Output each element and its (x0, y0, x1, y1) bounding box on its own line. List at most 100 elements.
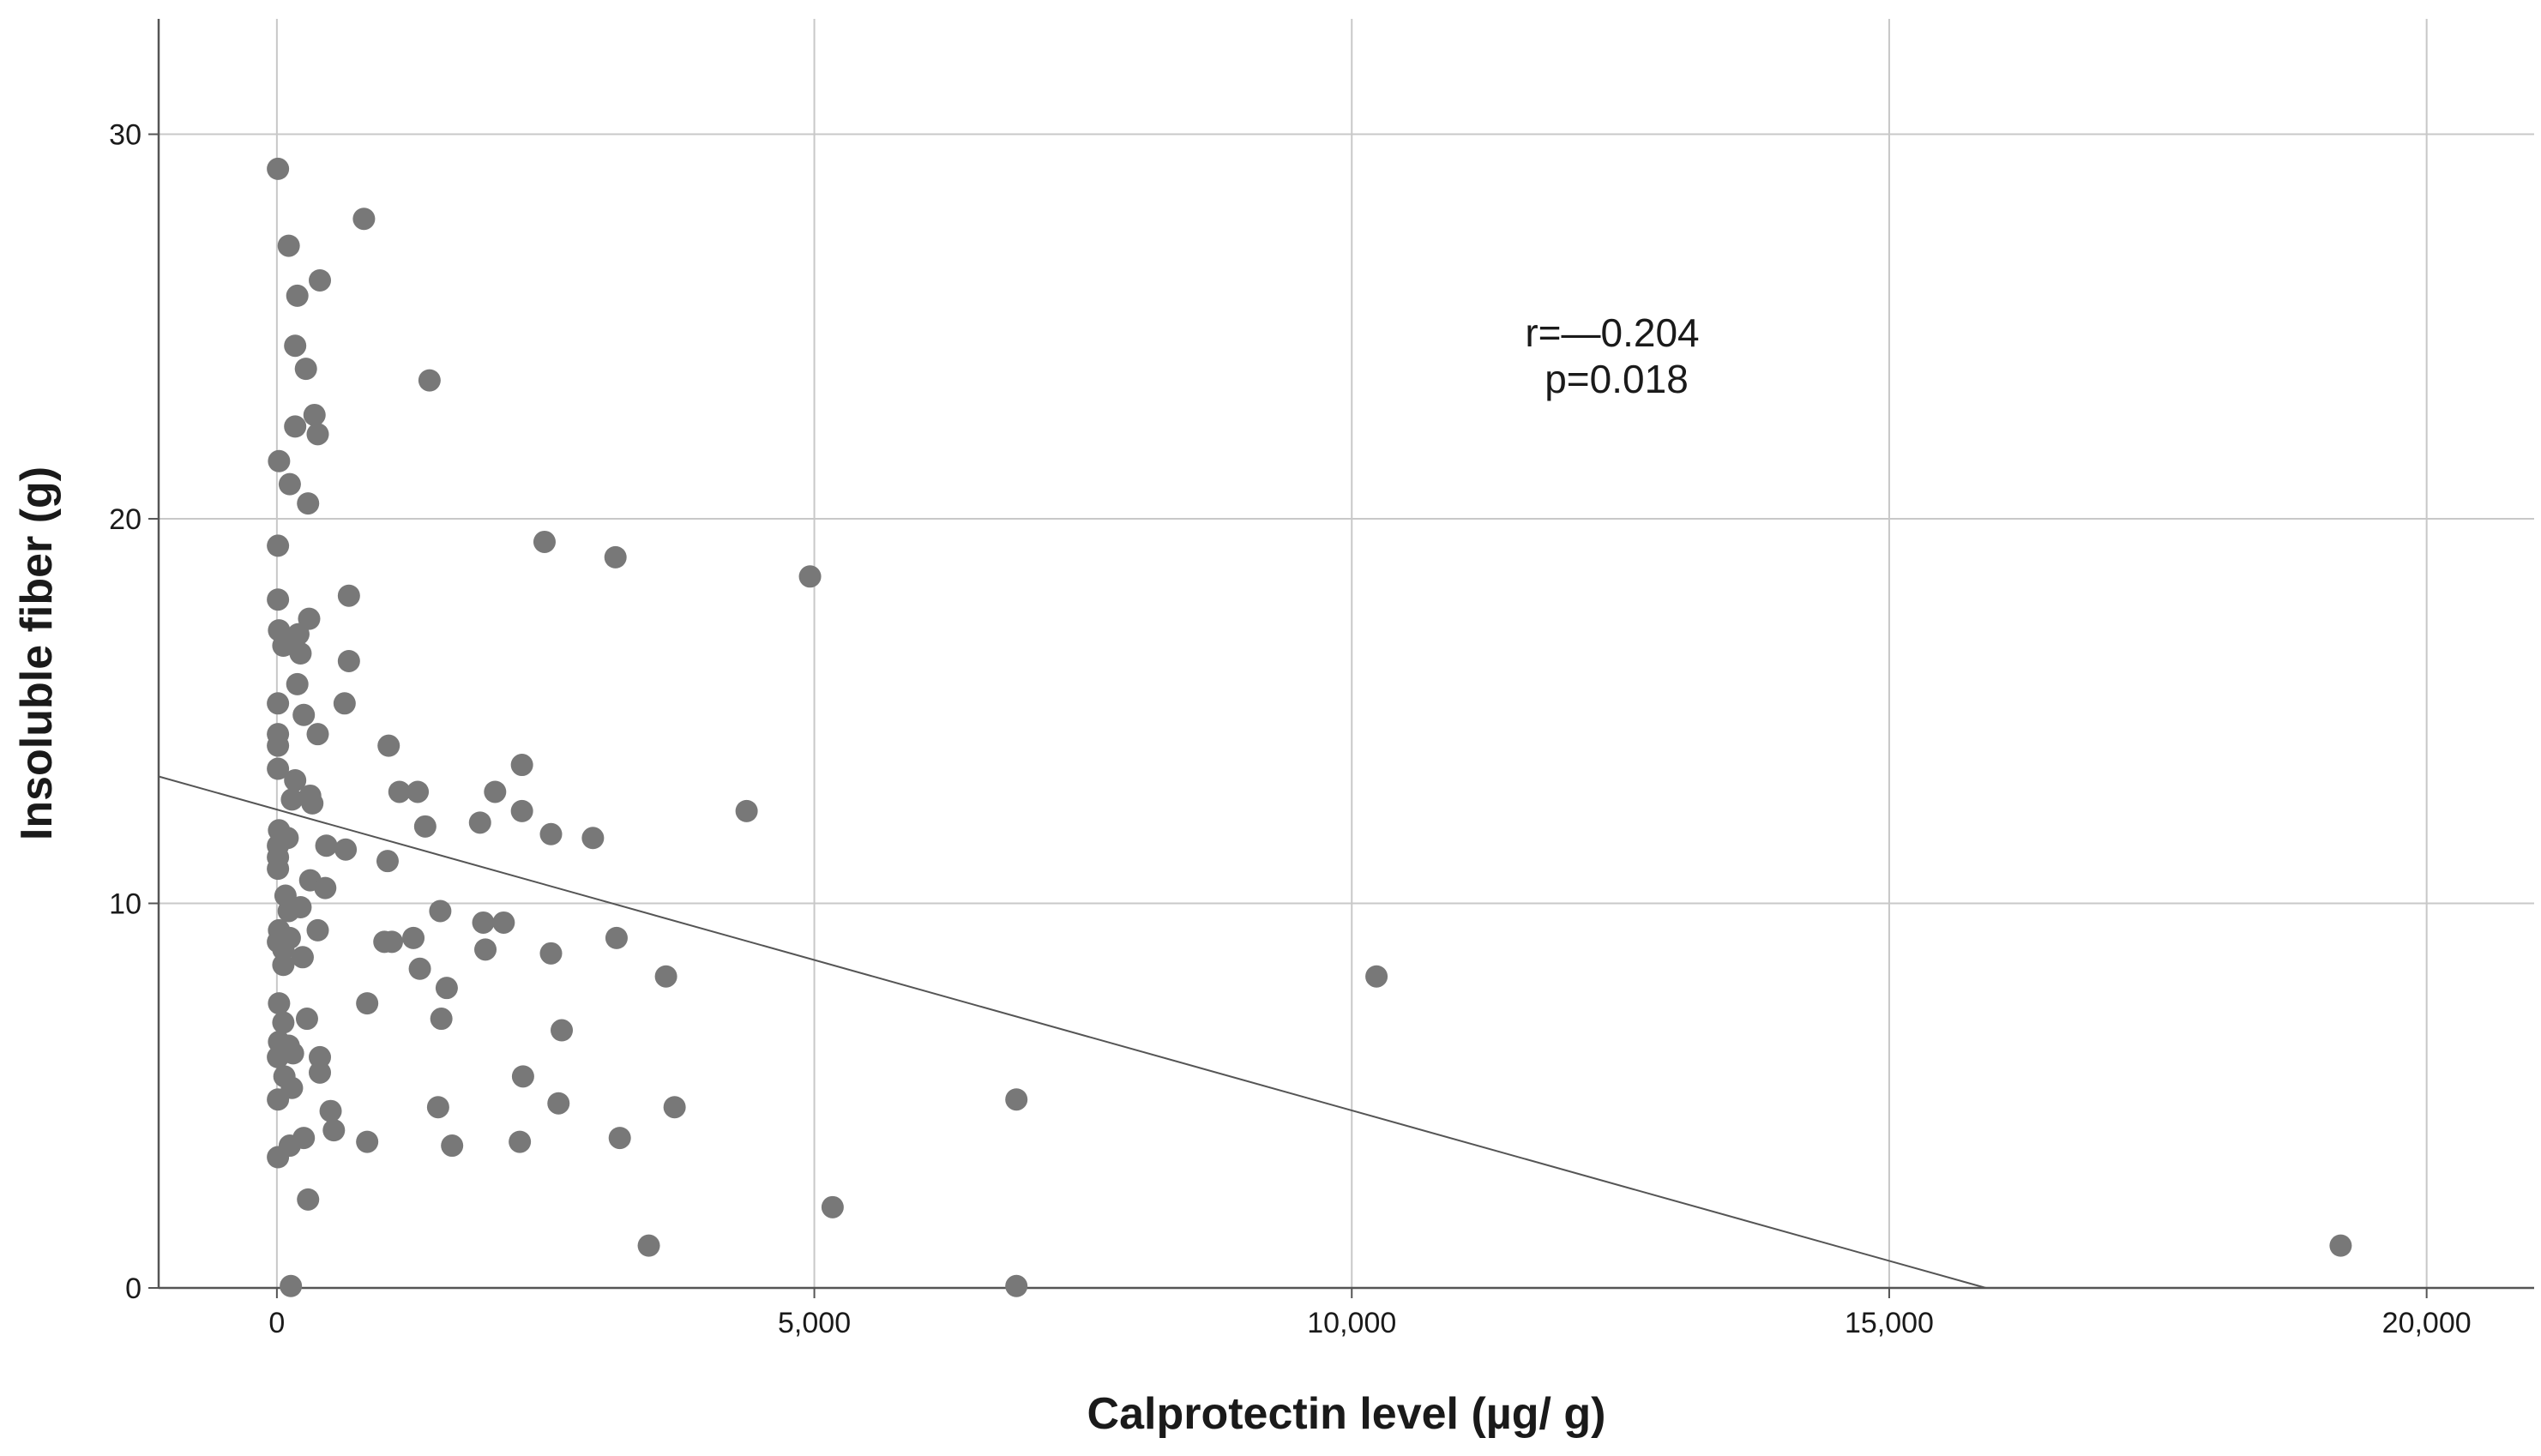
data-point (510, 799, 533, 822)
data-point (284, 415, 307, 438)
data-point (356, 992, 379, 1015)
data-point (277, 899, 300, 923)
axis-frame (148, 19, 2534, 1298)
data-point (418, 369, 441, 392)
data-point (267, 1088, 290, 1111)
data-point (319, 1099, 342, 1122)
data-point (278, 472, 301, 496)
data-point (376, 850, 399, 873)
data-point (267, 157, 290, 180)
data-point (406, 780, 430, 803)
data-point (510, 754, 533, 777)
data-point (267, 588, 290, 611)
data-point (309, 1061, 332, 1084)
data-point (356, 1130, 379, 1153)
regression-line (158, 775, 1987, 1289)
data-point (435, 977, 458, 1000)
data-point (280, 788, 304, 811)
data-point (267, 1146, 290, 1169)
y-tick-label: 0 (125, 1272, 142, 1305)
data-point (272, 1011, 295, 1034)
data-point (663, 1096, 686, 1119)
data-point (267, 734, 290, 757)
data-point (291, 946, 314, 969)
data-point (267, 757, 290, 780)
data-point (388, 780, 411, 803)
data-point (334, 838, 358, 861)
data-point (551, 1019, 574, 1042)
data-point (539, 942, 563, 965)
data-point (294, 358, 317, 381)
data-point (272, 938, 295, 961)
data-point (297, 1188, 320, 1211)
data-point (509, 1130, 532, 1153)
data-point (352, 208, 376, 231)
data-point (735, 799, 758, 822)
data-point (301, 791, 324, 815)
data-point (337, 649, 360, 672)
data-point (441, 1134, 464, 1158)
data-point (2329, 1234, 2352, 1257)
data-point (608, 1127, 631, 1150)
data-point (306, 723, 329, 746)
y-axis-title: Insoluble fiber (g) (12, 466, 62, 840)
data-point (268, 449, 291, 472)
data-point (267, 857, 290, 881)
data-point (821, 1195, 844, 1218)
data-point (413, 815, 437, 838)
data-point (547, 1092, 570, 1115)
data-point (333, 692, 356, 715)
data-point (314, 876, 337, 899)
correlation-r-annotation: r=—0.204 (1525, 310, 1699, 355)
data-point (637, 1234, 660, 1257)
data-point (280, 1274, 303, 1297)
data-point (306, 423, 329, 446)
x-axis-title: Calprotectin level (µg/ g) (1087, 1389, 1606, 1439)
data-point (337, 584, 360, 607)
data-point (654, 965, 677, 988)
x-tick-label: 5,000 (778, 1307, 851, 1339)
data-point (286, 623, 310, 646)
data-point (492, 911, 515, 934)
data-point (377, 734, 400, 757)
data-point (533, 530, 556, 553)
data-point (277, 234, 300, 257)
data-point (292, 1127, 316, 1150)
data-point (284, 769, 307, 791)
data-point (286, 284, 309, 307)
data-point (315, 834, 338, 857)
y-tick-label: 10 (109, 888, 142, 921)
x-tick-label: 20,000 (2382, 1307, 2472, 1339)
data-points (267, 157, 2352, 1297)
x-tick-label: 10,000 (1307, 1307, 1396, 1339)
data-point (604, 545, 627, 569)
grid-lines (159, 19, 2534, 1288)
x-tick-labels: 0 5,000 10,000 15,000 20,000 (268, 1307, 2471, 1339)
data-point (295, 1008, 318, 1031)
x-tick-label: 0 (268, 1307, 285, 1339)
data-point (402, 926, 425, 949)
data-point (289, 642, 312, 665)
data-point (380, 930, 403, 954)
data-point (309, 268, 332, 292)
data-point (268, 992, 291, 1015)
data-point (474, 938, 497, 961)
data-point (468, 811, 491, 834)
data-point (267, 534, 290, 557)
data-point (322, 1119, 346, 1142)
data-point (484, 780, 507, 803)
data-point (1005, 1274, 1028, 1297)
data-point (430, 1008, 453, 1031)
data-point (581, 827, 605, 850)
data-point (267, 1045, 290, 1068)
data-point (408, 957, 431, 980)
data-point (1005, 1088, 1028, 1111)
data-point (286, 672, 309, 695)
data-point (284, 334, 307, 358)
data-point (292, 703, 316, 726)
data-point (303, 403, 326, 426)
data-point (605, 926, 628, 949)
data-point (429, 899, 452, 923)
data-point (267, 692, 290, 715)
